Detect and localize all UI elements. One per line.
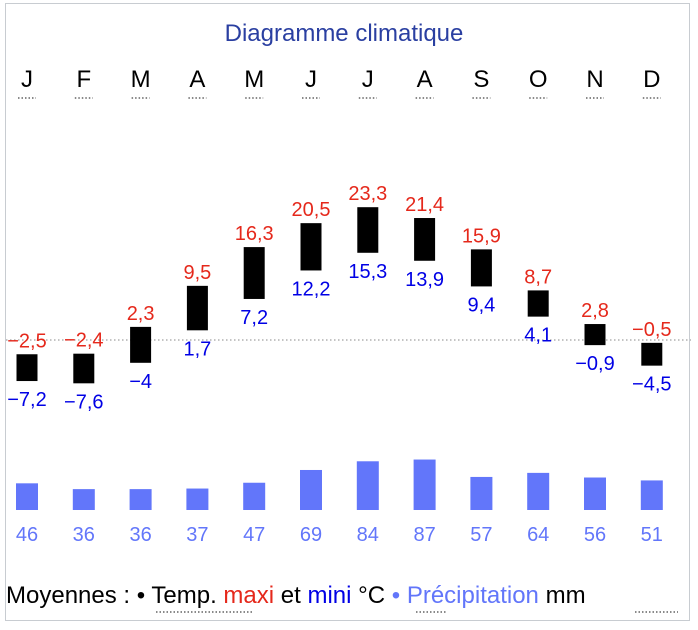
temp-max-label: −2,4 bbox=[64, 330, 103, 352]
month-label: J bbox=[21, 66, 33, 93]
climate-chart: Diagramme climatique J F M A M J J A S O N D −2,5 −7… bbox=[6, 20, 691, 613]
temp-min-label: −0,9 bbox=[575, 353, 614, 375]
precip-bar bbox=[640, 480, 663, 510]
precip-bar bbox=[413, 459, 436, 510]
temp-range-bar bbox=[16, 354, 38, 382]
svg-text:Moyennes : •: Moyennes : • Temp. maxi et mini °C • Pré… bbox=[6, 582, 586, 609]
legend-bullet-temp: • bbox=[137, 582, 145, 609]
month-label: S bbox=[473, 66, 489, 93]
legend-maxi: maxi bbox=[223, 582, 274, 609]
temp-max-label: 21,4 bbox=[405, 194, 444, 216]
precip-bar bbox=[186, 488, 209, 510]
temp-range-bar bbox=[527, 290, 549, 317]
precip-label: 51 bbox=[641, 524, 663, 546]
precip-label: 84 bbox=[357, 524, 379, 546]
legend-unit-temp: °C bbox=[358, 582, 385, 609]
precip-label: 37 bbox=[186, 524, 208, 546]
precip-bar bbox=[243, 482, 266, 510]
chart-title: Diagramme climatique bbox=[225, 20, 464, 47]
precip-bar bbox=[584, 477, 606, 510]
precip-bar bbox=[300, 469, 322, 510]
temp-min-label: −4 bbox=[129, 371, 152, 393]
legend-precip: Précipitation bbox=[407, 582, 539, 609]
precip-label: 69 bbox=[300, 524, 322, 546]
legend-bullet-precip: • bbox=[392, 582, 400, 609]
temp-range-bar bbox=[584, 324, 606, 346]
climate-chart-frame: Diagramme climatique J F M A M J J A S O N D −2,5 −7… bbox=[5, 3, 691, 621]
month-label: J bbox=[305, 66, 317, 93]
precipitation-bars bbox=[16, 459, 663, 510]
temp-max-label: 23,3 bbox=[348, 183, 387, 205]
month-label: F bbox=[76, 66, 91, 93]
temp-range-bar bbox=[243, 247, 265, 299]
precipitation-labels: 46 36 36 37 47 69 84 87 57 64 56 51 bbox=[16, 524, 663, 546]
legend-et: et bbox=[281, 582, 301, 609]
temp-range-bar bbox=[470, 249, 492, 287]
month-label: A bbox=[417, 66, 433, 93]
temp-max-label: 16,3 bbox=[235, 223, 274, 245]
legend-mini: mini bbox=[307, 582, 351, 609]
precip-label: 57 bbox=[470, 524, 492, 546]
month-label: A bbox=[189, 66, 205, 93]
precip-label: 36 bbox=[129, 524, 151, 546]
month-label: D bbox=[643, 66, 660, 93]
month-label: J bbox=[362, 66, 374, 93]
precip-label: 56 bbox=[584, 524, 606, 546]
temp-min-label: −7,6 bbox=[64, 391, 103, 413]
month-label: N bbox=[586, 66, 603, 93]
temp-range-bar bbox=[73, 353, 95, 384]
temp-range-bar bbox=[300, 223, 322, 271]
temp-range-bar bbox=[414, 218, 436, 261]
legend-prefix: Moyennes : bbox=[6, 582, 130, 609]
temp-max-label: 15,9 bbox=[462, 225, 501, 247]
temp-min-label: 12,2 bbox=[292, 278, 331, 300]
temp-min-label: 1,7 bbox=[183, 338, 211, 360]
temperature-bars bbox=[16, 207, 663, 384]
month-label: M bbox=[131, 66, 151, 93]
precip-bar bbox=[129, 489, 152, 510]
temp-max-label: 20,5 bbox=[292, 199, 331, 221]
temp-range-bar bbox=[130, 326, 152, 363]
temp-min-label: −7,2 bbox=[7, 389, 46, 411]
precip-label: 87 bbox=[413, 524, 435, 546]
precip-bar bbox=[72, 489, 95, 510]
legend: Moyennes : • Temp. maxi et mini °C • Pré… bbox=[6, 582, 678, 613]
precip-bar bbox=[470, 476, 493, 510]
temp-range-bar bbox=[357, 207, 379, 253]
precip-bar bbox=[16, 483, 38, 510]
temp-max-label: −0,5 bbox=[632, 319, 671, 341]
precip-label: 46 bbox=[16, 524, 38, 546]
temp-max-label: 2,3 bbox=[127, 303, 155, 325]
precip-bar bbox=[356, 461, 379, 510]
precip-bar bbox=[527, 472, 550, 510]
precip-label: 47 bbox=[243, 524, 265, 546]
legend-temp: Temp. bbox=[151, 582, 216, 609]
temp-max-label: 9,5 bbox=[183, 262, 211, 284]
temp-max-label: 8,7 bbox=[524, 266, 552, 288]
month-label: O bbox=[529, 66, 548, 93]
temp-range-bar bbox=[186, 285, 208, 331]
temp-min-label: 4,1 bbox=[524, 325, 552, 347]
temperature-labels: −2,5 −7,2 −2,4 −7,6 2,3 −4 9,5 1,7 16,3 7,2 20,5 12… bbox=[7, 183, 671, 413]
precip-label: 36 bbox=[73, 524, 95, 546]
temp-range-bar bbox=[641, 342, 663, 366]
precip-label: 64 bbox=[527, 524, 549, 546]
legend-unit-precip: mm bbox=[546, 582, 586, 609]
temp-min-label: 9,4 bbox=[467, 294, 495, 316]
temp-min-label: 7,2 bbox=[240, 307, 268, 329]
temp-min-label: −4,5 bbox=[632, 374, 671, 396]
temp-min-label: 15,3 bbox=[348, 261, 387, 283]
temp-max-label: −2,5 bbox=[7, 330, 46, 352]
temp-min-label: 13,9 bbox=[405, 269, 444, 291]
temp-max-label: 2,8 bbox=[581, 300, 609, 322]
month-label: M bbox=[244, 66, 264, 93]
